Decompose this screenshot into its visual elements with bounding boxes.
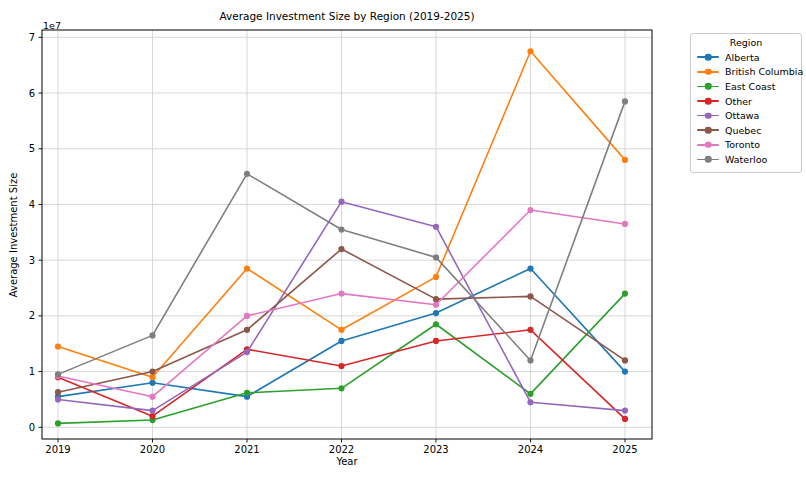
data-point-waterloo [244,171,250,177]
data-point-ottawa [149,407,155,413]
data-point-quebec [244,327,250,333]
data-point-ottawa [622,407,628,413]
data-point-east-coast [244,390,250,396]
legend-label: Alberta [725,52,759,63]
data-point-waterloo [527,357,533,363]
legend-line-marker-icon [697,68,719,76]
data-point-toronto [433,302,439,308]
data-point-ottawa [433,224,439,230]
x-tick-label: 2019 [45,444,70,455]
data-point-waterloo [338,226,344,232]
data-point-british-columbia [622,157,628,163]
data-point-east-coast [433,321,439,327]
plot-area: 2019 2020 2021 2022 2023 2024 2025 0 1 2 3 4 5 6 7 [0,0,806,477]
data-point-quebec [149,368,155,374]
y-tick-label: 1 [29,366,35,377]
legend-label: East Coast [725,81,775,92]
data-point-waterloo [433,254,439,260]
legend-line-marker-icon [697,82,719,90]
data-point-toronto [149,394,155,400]
y-axis-label: Average Investment Size [8,173,19,298]
plot-frame [42,30,652,439]
x-tick-label: 2024 [518,444,543,455]
legend-line-marker-icon [697,97,719,105]
line-chart-figure: 2019 2020 2021 2022 2023 2024 2025 0 1 2 3 4 5 6 7 Ave… [0,0,806,477]
legend-item-waterloo: Waterloo [697,152,795,167]
data-point-british-columbia [527,48,533,54]
data-point-quebec [622,357,628,363]
legend-item-other: Other [697,94,795,109]
data-point-toronto [527,207,533,213]
data-point-east-coast [55,420,61,426]
data-point-east-coast [338,385,344,391]
data-point-british-columbia [149,374,155,380]
legend-items: Alberta British ColumbiaEast Coast Other Ot… [697,50,795,167]
legend-label: Ottawa [725,110,759,121]
data-point-ottawa [244,349,250,355]
legend-line-marker-icon [697,141,719,149]
x-tick-label: 2022 [329,444,354,455]
x-tick-label: 2025 [612,444,637,455]
data-point-ottawa [527,399,533,405]
legend-title: Region [697,37,795,48]
legend: Region AlbertaBritish ColumbiaEast Coast… [690,33,802,173]
legend-line-marker-icon [697,53,719,61]
legend-item-east-coast: East Coast [697,79,795,94]
legend-line-marker-icon [697,112,719,120]
data-point-ottawa [338,199,344,205]
y-tick-label: 4 [29,199,35,210]
legend-item-ottawa: Ottawa [697,108,795,123]
chart-title: Average Investment Size by Region (2019-… [219,10,474,22]
x-axis-label: Year [336,456,357,467]
y-axis-scale-offset: 1e7 [43,20,61,31]
data-point-alberta [338,338,344,344]
data-point-quebec [527,293,533,299]
y-tick-label: 3 [29,255,35,266]
data-point-toronto [244,313,250,319]
data-point-british-columbia [433,274,439,280]
data-point-alberta [149,380,155,386]
legend-label: Toronto [725,139,760,150]
legend-item-british-columbia: British Columbia [697,65,795,80]
data-point-east-coast [527,391,533,397]
x-tick-label: 2023 [423,444,448,455]
data-point-alberta [622,368,628,374]
y-tick-label: 5 [29,143,35,154]
data-point-other [433,338,439,344]
y-tick-label: 0 [29,422,35,433]
data-point-british-columbia [55,343,61,349]
data-point-other [527,327,533,333]
x-tick-label: 2021 [234,444,259,455]
data-point-alberta [433,310,439,316]
y-tick-label: 6 [29,88,35,99]
data-point-british-columbia [244,265,250,271]
legend-label: Quebec [725,125,761,136]
data-point-other [622,416,628,422]
data-point-waterloo [55,371,61,377]
data-point-quebec [55,389,61,395]
legend-label: Other [725,96,752,107]
data-point-toronto [622,221,628,227]
legend-item-toronto: Toronto [697,138,795,153]
x-tick-label: 2020 [140,444,165,455]
data-point-ottawa [55,396,61,402]
data-point-toronto [338,290,344,296]
legend-line-marker-icon [697,155,719,163]
y-tick-label: 7 [29,32,35,43]
data-point-other [149,413,155,419]
legend-line-marker-icon [697,126,719,134]
legend-label: British Columbia [725,66,803,77]
data-point-east-coast [622,290,628,296]
data-point-british-columbia [338,327,344,333]
legend-label: Waterloo [725,154,767,165]
legend-item-alberta: Alberta [697,50,795,65]
data-point-quebec [433,296,439,302]
data-point-waterloo [622,98,628,104]
legend-item-quebec: Quebec [697,123,795,138]
data-point-quebec [338,246,344,252]
y-tick-label: 2 [29,310,35,321]
data-point-other [338,363,344,369]
data-point-alberta [527,265,533,271]
data-point-waterloo [149,332,155,338]
